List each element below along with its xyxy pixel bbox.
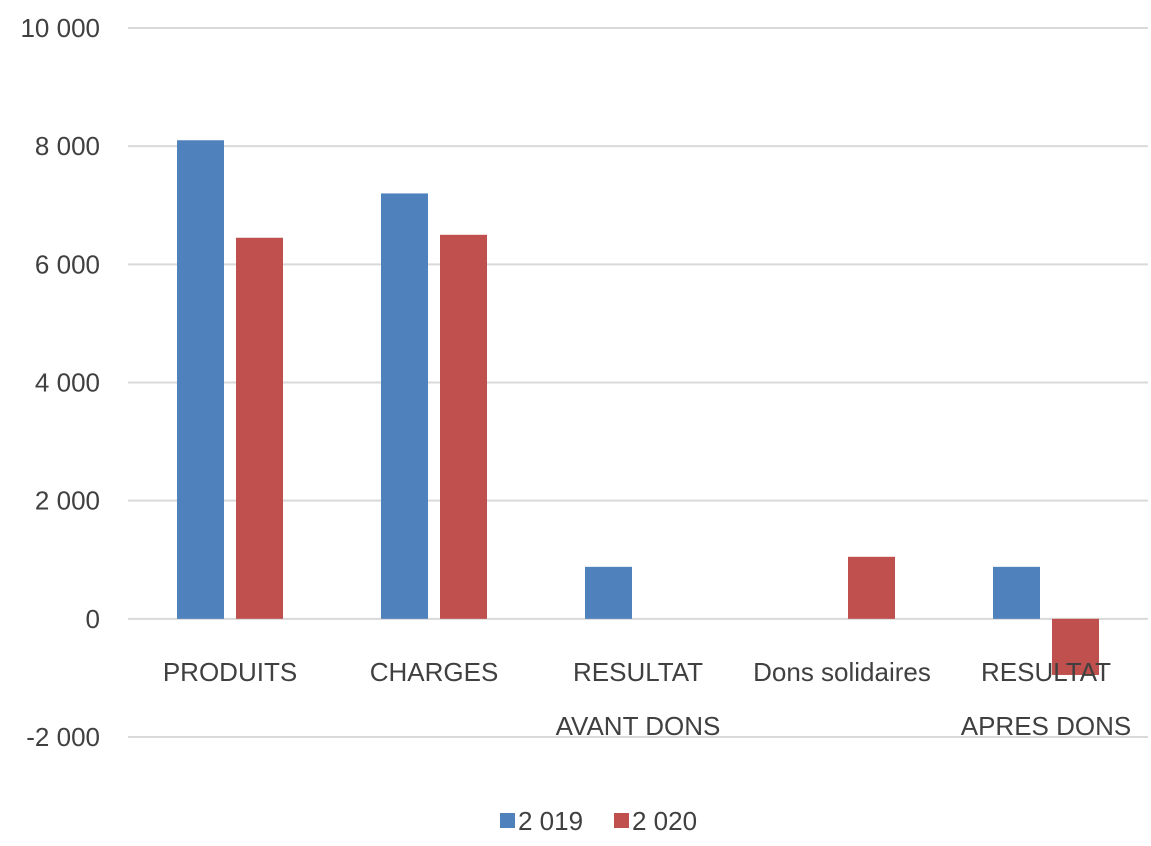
y-tick-label: 8 000 <box>35 131 100 161</box>
legend-label: 2 020 <box>632 806 697 836</box>
x-category-label: Dons solidaires <box>753 657 931 687</box>
y-tick-label: 6 000 <box>35 249 100 279</box>
bar-2019-0 <box>177 140 224 619</box>
x-category-label: RESULTAT <box>981 657 1111 687</box>
y-tick-label: -2 000 <box>26 722 100 752</box>
legend-swatch <box>500 813 515 828</box>
legend-swatch <box>614 813 629 828</box>
x-category-label: AVANT DONS <box>556 711 721 741</box>
legend-label: 2 019 <box>518 806 583 836</box>
x-category-label: PRODUITS <box>163 657 297 687</box>
x-category-label: APRES DONS <box>961 711 1132 741</box>
x-category-label: RESULTAT <box>573 657 703 687</box>
bar-2019-4 <box>993 566 1040 619</box>
bar-2020-0 <box>236 237 283 619</box>
y-tick-label: 4 000 <box>35 368 100 398</box>
y-tick-label: 2 000 <box>35 486 100 516</box>
bar-2019-1 <box>381 193 428 619</box>
bar-2020-4 <box>1052 618 1099 675</box>
legend: 2 019 2 020 <box>500 806 697 836</box>
bar-2019-2 <box>585 566 632 619</box>
bar-2020-1 <box>440 234 487 619</box>
x-axis-category-labels: PRODUITS CHARGES RESULTAT AVANT DONS Dons so… <box>163 657 1131 741</box>
x-category-label: CHARGES <box>370 657 499 687</box>
bar-2020-3 <box>848 556 895 619</box>
bars <box>177 140 1099 675</box>
y-tick-label: 0 <box>86 604 100 634</box>
y-tick-label: 10 000 <box>20 13 100 43</box>
gridlines <box>128 27 1148 738</box>
y-axis-tick-labels: 10 000 8 000 6 000 4 000 2 000 0 -2 000 <box>20 13 100 752</box>
